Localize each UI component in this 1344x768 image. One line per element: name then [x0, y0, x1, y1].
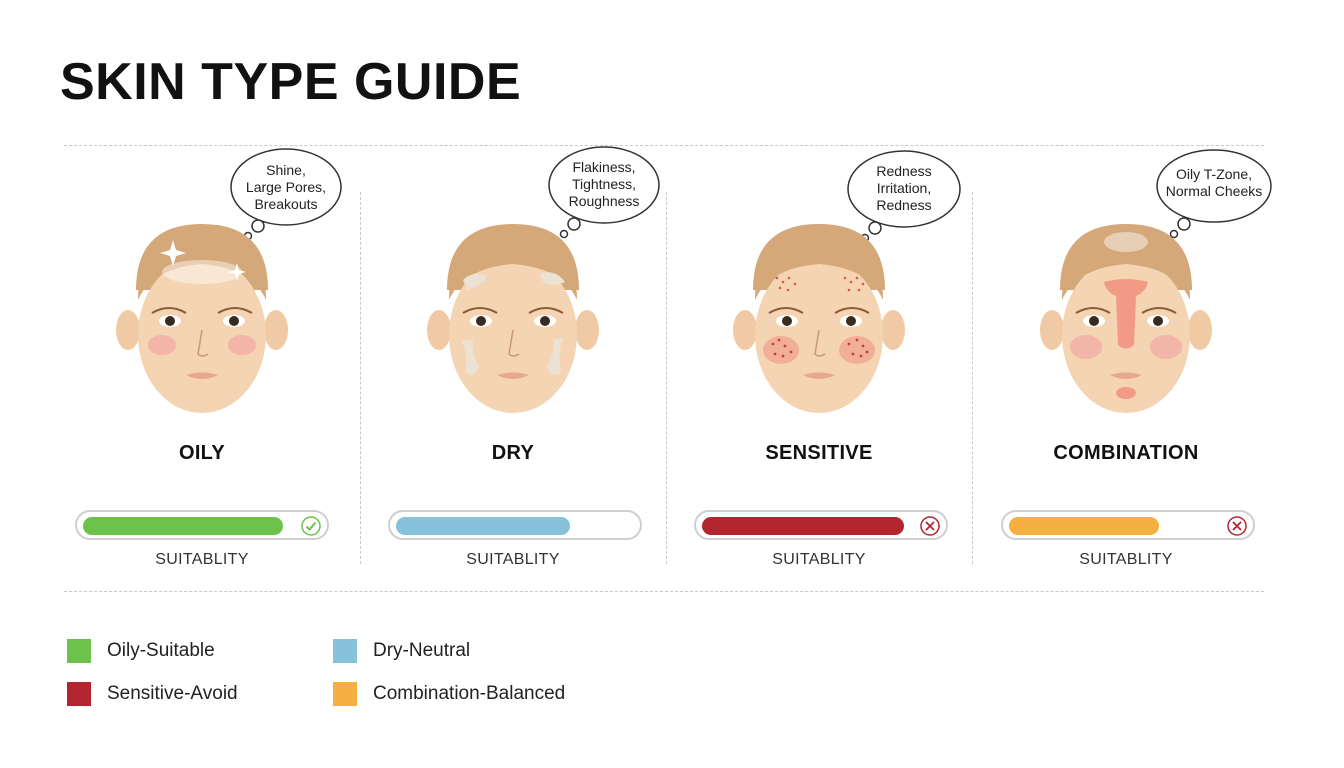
legend-item-combination: Combination-Balanced [333, 681, 565, 707]
suitability-bar [75, 510, 329, 540]
svg-text:Flakiness,Tightness,Roughness: Flakiness, Tightness, Roughness [569, 159, 640, 209]
suitability-fill [702, 517, 904, 535]
sensitive-face-illustration: Redness Irritation, Redness [733, 150, 961, 413]
bubble-line: Shine, [266, 162, 306, 178]
skin-type-label: DRY [491, 442, 535, 464]
suitability-label: SUITABLITY [466, 551, 560, 568]
legend-swatch [333, 639, 357, 663]
bubble-line: Roughness [569, 193, 640, 209]
suitability-fill [83, 517, 283, 535]
legend-label: Combination-Balanced [373, 683, 566, 704]
bubble-line: Breakouts [254, 196, 317, 212]
suitability-label: SUITABLITY [772, 551, 866, 568]
top-divider [64, 145, 1264, 146]
bubble-line: Oily T-Zone, [1176, 166, 1252, 182]
suitability-bar [694, 510, 948, 540]
combination-face-illustration: Oily T-Zone, Normal Cheeks [1040, 149, 1272, 413]
legend-label: Dry-Neutral [373, 640, 471, 661]
svg-text:Shine,Large Pores,Breakouts: Shine, Large Pores, Breakouts [246, 162, 326, 212]
column-divider [972, 192, 973, 564]
bubble-line: Flakiness, [572, 159, 635, 175]
legend-label: Oily-Suitable [107, 640, 215, 661]
bubble-line: Redness [876, 197, 931, 213]
skin-type-label: SENSITIVE [765, 442, 873, 464]
bubble-line: Tightness, [572, 176, 636, 192]
bottom-divider [64, 591, 1264, 592]
skin-type-oily: Shine, Large Pores, Breakouts OILY SUITABL… [52, 140, 352, 580]
bubble-line: Irritation, [877, 180, 931, 196]
legend-label: Sensitive-Avoid [107, 683, 238, 704]
skin-type-sensitive: Redness Irritation, Redness SENSITIVE SUIT… [669, 140, 969, 580]
legend-swatch [67, 682, 91, 706]
x-icon [920, 516, 940, 536]
oily-face-illustration: Shine, Large Pores, Breakouts [116, 148, 342, 413]
dry-face-illustration: Flakiness, Tightness, Roughness [427, 146, 660, 413]
legend-item-oily: Oily-Suitable [67, 638, 215, 664]
bubble-line: Large Pores, [246, 179, 326, 195]
skin-type-dry: Flakiness, Tightness, Roughness DRY SUITAB… [363, 140, 663, 580]
suitability-fill [1009, 517, 1159, 535]
suitability-fill [396, 517, 570, 535]
suitability-label: SUITABLITY [1079, 551, 1173, 568]
column-divider [666, 192, 667, 564]
suitability-bar [1001, 510, 1255, 540]
legend-swatch [67, 639, 91, 663]
bubble-line: Redness [876, 163, 931, 179]
skin-type-combination: Oily T-Zone, Normal Cheeks COMBINATION SU… [976, 140, 1276, 580]
page-title: SKIN TYPE GUIDE [60, 53, 522, 111]
suitability-label: SUITABLITY [155, 551, 249, 568]
legend-item-sensitive: Sensitive-Avoid [67, 681, 238, 707]
bubble-line: Normal Cheeks [1166, 183, 1262, 199]
skin-type-label: COMBINATION [1053, 442, 1199, 464]
x-icon [1227, 516, 1247, 536]
skin-type-label: OILY [178, 442, 226, 464]
suitability-bar [388, 510, 642, 540]
legend-swatch [333, 682, 357, 706]
check-icon [301, 516, 321, 536]
column-divider [360, 192, 361, 564]
legend-item-dry: Dry-Neutral [333, 638, 470, 664]
svg-text:Oily T-Zone,Normal Cheeks: Oily T-Zone, Normal Cheeks [1166, 166, 1262, 199]
